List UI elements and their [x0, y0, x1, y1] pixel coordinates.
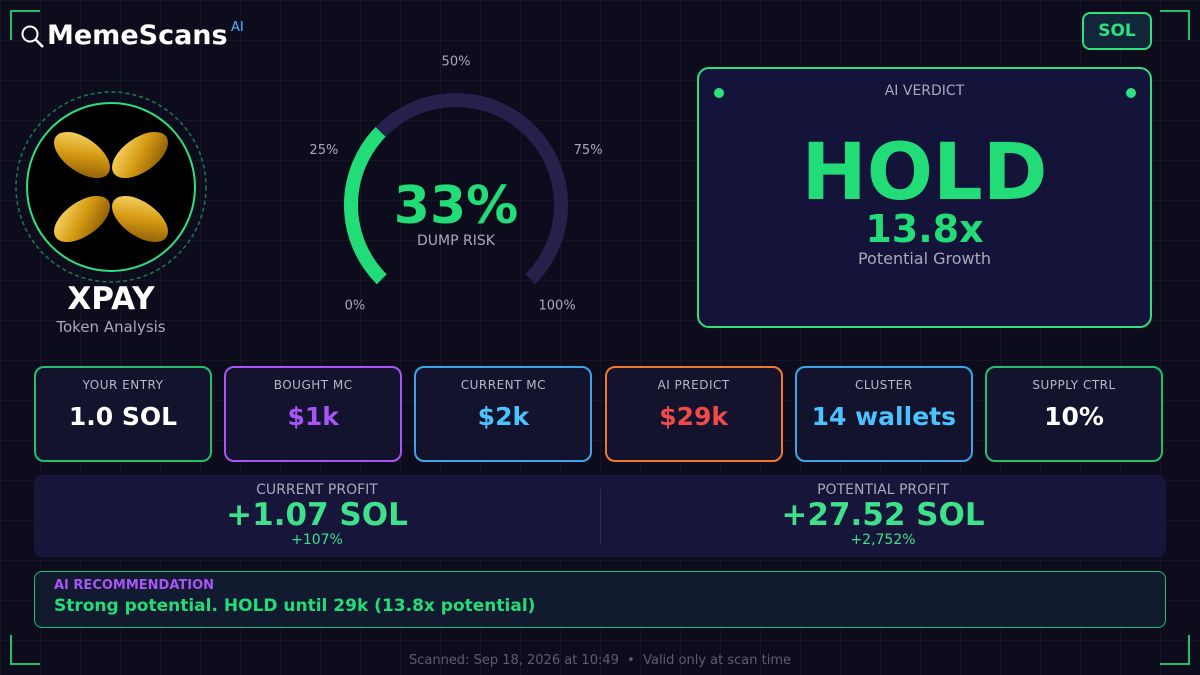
profit-value: +1.07 SOL	[226, 497, 408, 533]
token-subtitle: Token Analysis	[56, 318, 166, 336]
verdict-label: AI VERDICT	[884, 83, 965, 99]
profit-panel	[34, 475, 1166, 557]
stat-value: $2k	[477, 402, 530, 431]
profit-value: +27.52 SOL	[781, 497, 985, 533]
brand-badge: AI	[231, 20, 244, 35]
gauge-value	[344, 127, 387, 285]
profit: POTENTIAL PROFIT +27.52 SOL +2,752%	[600, 475, 1166, 557]
brand: MemeScans	[47, 20, 228, 51]
search-icon	[21, 25, 44, 48]
stat-value: 14 wallets	[811, 402, 956, 431]
stat-card: SUPPLY CTRL 10%	[985, 366, 1163, 462]
stat-label: YOUR ENTRY	[82, 378, 164, 392]
gauge-tick-label: 25%	[309, 143, 338, 158]
recommendation-text: Strong potential. HOLD until 29k (13.8x …	[54, 596, 536, 616]
verdict-growth: 13.8x	[865, 207, 984, 251]
verdict-dots	[714, 88, 1136, 98]
gauge-value-label: 33%	[394, 176, 518, 236]
profit: CURRENT PROFIT +1.07 SOL +107%	[34, 475, 600, 557]
stat-value: 10%	[1044, 402, 1104, 431]
stat-label: CURRENT MC	[460, 378, 547, 392]
verdict-growth-label: Potential Growth	[857, 249, 992, 268]
stat-value: $1k	[287, 402, 339, 431]
token-logo	[15, 91, 207, 283]
corner	[10, 635, 40, 665]
corner	[1160, 635, 1190, 665]
profit-label: POTENTIAL PROFIT	[817, 482, 949, 498]
stat-card: BOUGHT MC $1k	[224, 366, 403, 462]
verdict-panel: AI VERDICT HOLD 13.8x Potential Growth	[697, 67, 1152, 328]
profit-percent: +2,752%	[850, 532, 916, 548]
gauge-label: DUMP RISK	[417, 233, 496, 249]
stat-card: YOUR ENTRY 1.0 SOL	[34, 366, 212, 462]
stat-card: AI PREDICT $29k	[604, 366, 783, 462]
profit-label: CURRENT PROFIT	[256, 482, 378, 498]
stat-card: CLUSTER 14 wallets	[794, 366, 973, 462]
gauge-tick-label: 100%	[539, 299, 576, 314]
chain-badge[interactable]: SOL	[1082, 12, 1152, 50]
gauge-tick-label: 0%	[345, 299, 366, 314]
corner	[10, 10, 40, 40]
gauge-tick-label: 50%	[442, 55, 471, 70]
stat-label: SUPPLY CTRL	[1032, 378, 1116, 392]
stat-label: BOUGHT MC	[273, 378, 353, 392]
stat-label: AI PREDICT	[657, 378, 730, 392]
profit-percent: +107%	[291, 532, 343, 548]
footer: Scanned: Sep 18, 2026 at 10:49 • Valid o…	[408, 653, 792, 668]
token-symbol: XPAY	[67, 281, 155, 317]
recommendation-title: AI RECOMMENDATION	[54, 578, 215, 593]
recommendation-panel: AI RECOMMENDATION Strong potential. HOLD…	[34, 571, 1166, 628]
stat-card: CURRENT MC $2k	[414, 366, 593, 462]
divider	[600, 489, 601, 545]
stat-label: CLUSTER	[854, 378, 913, 392]
gauge-tick-label: 75%	[574, 143, 603, 158]
corner	[1160, 10, 1190, 40]
stat-value: $29k	[659, 402, 728, 431]
verdict-decision: HOLD	[801, 128, 1048, 218]
gauge: 0% 25% 50% 75% 100% 33%DUMP RISK	[309, 55, 603, 314]
stat-value: 1.0 SOL	[68, 402, 178, 431]
